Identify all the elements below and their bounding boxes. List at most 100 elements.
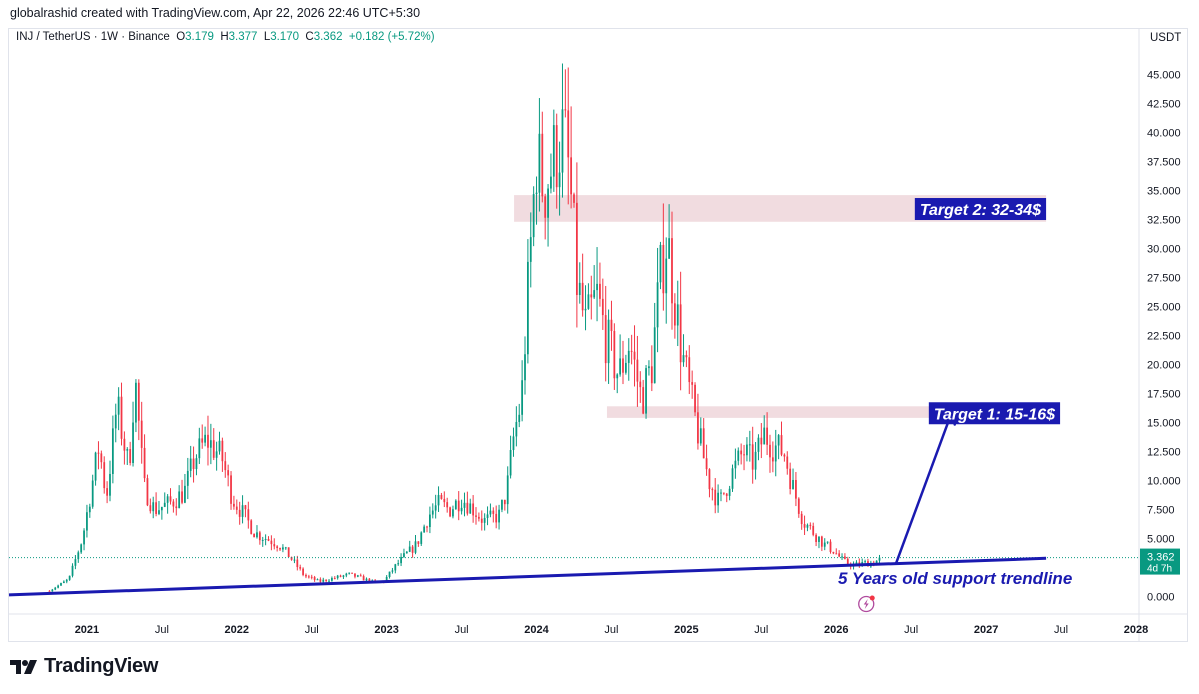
candle-body bbox=[475, 515, 477, 517]
low-label: L bbox=[263, 31, 271, 43]
candle-body bbox=[345, 573, 348, 576]
candle-body bbox=[864, 561, 866, 563]
chart-attribution: globalrashid created with TradingView.co… bbox=[10, 6, 421, 20]
candle-body bbox=[561, 109, 564, 173]
candle-body bbox=[244, 505, 247, 510]
candle-body bbox=[397, 563, 400, 565]
candle-body bbox=[544, 196, 547, 218]
candle-body bbox=[264, 539, 267, 541]
candle-body bbox=[175, 506, 178, 509]
candle-body bbox=[91, 480, 94, 507]
candle-body bbox=[135, 382, 137, 423]
candle-body bbox=[552, 125, 555, 177]
candle-body bbox=[578, 282, 581, 296]
candle-body bbox=[691, 382, 694, 385]
candle-body bbox=[221, 440, 224, 462]
candle-body bbox=[524, 354, 526, 381]
candle-body bbox=[250, 520, 253, 534]
candle-body bbox=[512, 436, 515, 451]
candle-body bbox=[518, 414, 521, 422]
candle-body bbox=[792, 480, 794, 490]
candle-body bbox=[766, 427, 768, 445]
candle-body bbox=[823, 542, 826, 547]
candle-body bbox=[708, 469, 711, 490]
candle-body bbox=[774, 445, 777, 462]
candle-body bbox=[270, 540, 273, 545]
candle-body bbox=[619, 358, 622, 375]
candle-body bbox=[207, 434, 209, 448]
x-tick-label: 2024 bbox=[524, 624, 549, 636]
candle-body bbox=[253, 533, 255, 538]
candle-body bbox=[604, 315, 607, 364]
target1-label-background bbox=[928, 402, 1061, 425]
candle-body bbox=[132, 422, 134, 463]
candle-body bbox=[411, 546, 414, 553]
y-tick-label: 40.000 bbox=[1147, 127, 1181, 139]
candle-body bbox=[820, 536, 823, 547]
candle-body bbox=[627, 350, 630, 363]
candle-body bbox=[149, 505, 152, 512]
candle-body bbox=[449, 507, 451, 517]
y-tick-label: 0.000 bbox=[1147, 592, 1175, 604]
candle-body bbox=[815, 534, 817, 542]
candle-body bbox=[757, 437, 760, 452]
candle-body bbox=[844, 556, 846, 559]
candle-body bbox=[290, 557, 293, 560]
y-tick-label: 42.500 bbox=[1147, 98, 1181, 110]
candle-body bbox=[143, 447, 146, 479]
candle-body bbox=[227, 470, 230, 476]
candle-body bbox=[521, 380, 524, 415]
tradingview-logo-icon bbox=[10, 659, 37, 674]
candle-body bbox=[622, 358, 624, 373]
candle-body bbox=[570, 157, 573, 195]
candle-body bbox=[590, 294, 593, 298]
candle-body bbox=[354, 573, 356, 577]
candle-body bbox=[195, 458, 198, 470]
candle-body bbox=[440, 495, 443, 499]
candle-body bbox=[457, 500, 460, 512]
candle-body bbox=[688, 357, 691, 383]
candle-body bbox=[166, 496, 169, 503]
candle-body bbox=[581, 282, 584, 311]
candle-body bbox=[737, 450, 740, 461]
candle-body bbox=[601, 298, 604, 316]
candle-body bbox=[460, 507, 463, 512]
symbol-label[interactable]: INJ / TetherUS · 1W · Binance bbox=[16, 31, 170, 43]
candle-body bbox=[57, 585, 60, 588]
candle-body bbox=[740, 450, 743, 455]
candle-body bbox=[305, 574, 307, 577]
x-tick-label: Jul bbox=[604, 624, 618, 636]
candle-body bbox=[48, 590, 51, 592]
candle-body bbox=[71, 565, 74, 576]
last-price-value: 3.362 bbox=[1147, 552, 1175, 564]
candle-body bbox=[356, 575, 359, 577]
candle-body bbox=[163, 502, 166, 507]
candle-body bbox=[803, 524, 806, 528]
candle-body bbox=[83, 530, 85, 545]
y-tick-label: 7.500 bbox=[1147, 505, 1175, 517]
candle-body bbox=[509, 450, 512, 476]
candle-body bbox=[365, 578, 368, 581]
candle-body bbox=[267, 539, 270, 541]
candle-body bbox=[826, 541, 829, 543]
y-tick-label: 20.000 bbox=[1147, 360, 1181, 372]
candle-body bbox=[437, 495, 440, 506]
candle-body bbox=[685, 355, 688, 358]
candle-body bbox=[800, 513, 803, 525]
candle-body bbox=[653, 327, 656, 384]
candle-body bbox=[443, 498, 446, 503]
candle-body bbox=[192, 458, 195, 470]
candle-body bbox=[486, 514, 489, 518]
candle-body bbox=[209, 440, 212, 448]
candle-body bbox=[429, 514, 431, 528]
lightning-icon bbox=[863, 599, 869, 609]
y-tick-label: 22.500 bbox=[1147, 331, 1181, 343]
target-arrow-line bbox=[895, 408, 955, 564]
y-tick-label: 45.000 bbox=[1147, 69, 1181, 81]
tradingview-logo[interactable]: TradingView bbox=[10, 655, 158, 678]
candle-body bbox=[319, 579, 322, 582]
candle-body bbox=[109, 473, 111, 496]
candle-body bbox=[607, 319, 610, 364]
candle-body bbox=[198, 438, 201, 459]
